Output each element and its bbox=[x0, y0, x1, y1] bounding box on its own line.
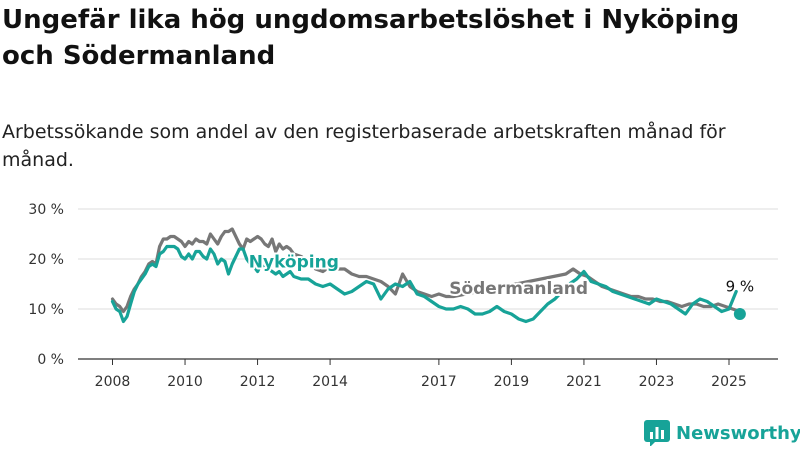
x-tick-label: 2017 bbox=[421, 374, 457, 390]
y-tick-label: 20 % bbox=[28, 252, 64, 268]
series-line-nyk-ping bbox=[110, 244, 738, 324]
newsworthy-brand: Newsworthy bbox=[644, 419, 800, 447]
newsworthy-logo-icon bbox=[644, 420, 670, 446]
x-tick-label: 2012 bbox=[240, 374, 276, 390]
chart-title: Ungefär lika hög ungdomsarbetslöshet i N… bbox=[2, 5, 740, 71]
chart-subtitle: Arbetssökande som andel av den registerb… bbox=[2, 121, 726, 171]
x-tick-label: 2023 bbox=[639, 374, 675, 390]
x-tick-label: 2021 bbox=[566, 374, 602, 390]
end-value-label: 9 % bbox=[726, 278, 755, 296]
y-tick-label: 0 % bbox=[37, 352, 64, 368]
x-tick-label: 2019 bbox=[494, 374, 530, 390]
series-label: Södermanland bbox=[449, 279, 588, 299]
brand-name: Newsworthy bbox=[676, 422, 800, 444]
x-tick-label: 2014 bbox=[312, 374, 348, 390]
series-label: Nyköping bbox=[249, 253, 339, 273]
x-tick-label: 2025 bbox=[711, 374, 747, 390]
y-tick-label: 10 % bbox=[28, 302, 64, 318]
x-tick-label: 2010 bbox=[167, 374, 203, 390]
x-tick-label: 2008 bbox=[95, 374, 131, 390]
end-point-marker bbox=[733, 308, 746, 320]
y-tick-label: 30 % bbox=[28, 202, 64, 218]
